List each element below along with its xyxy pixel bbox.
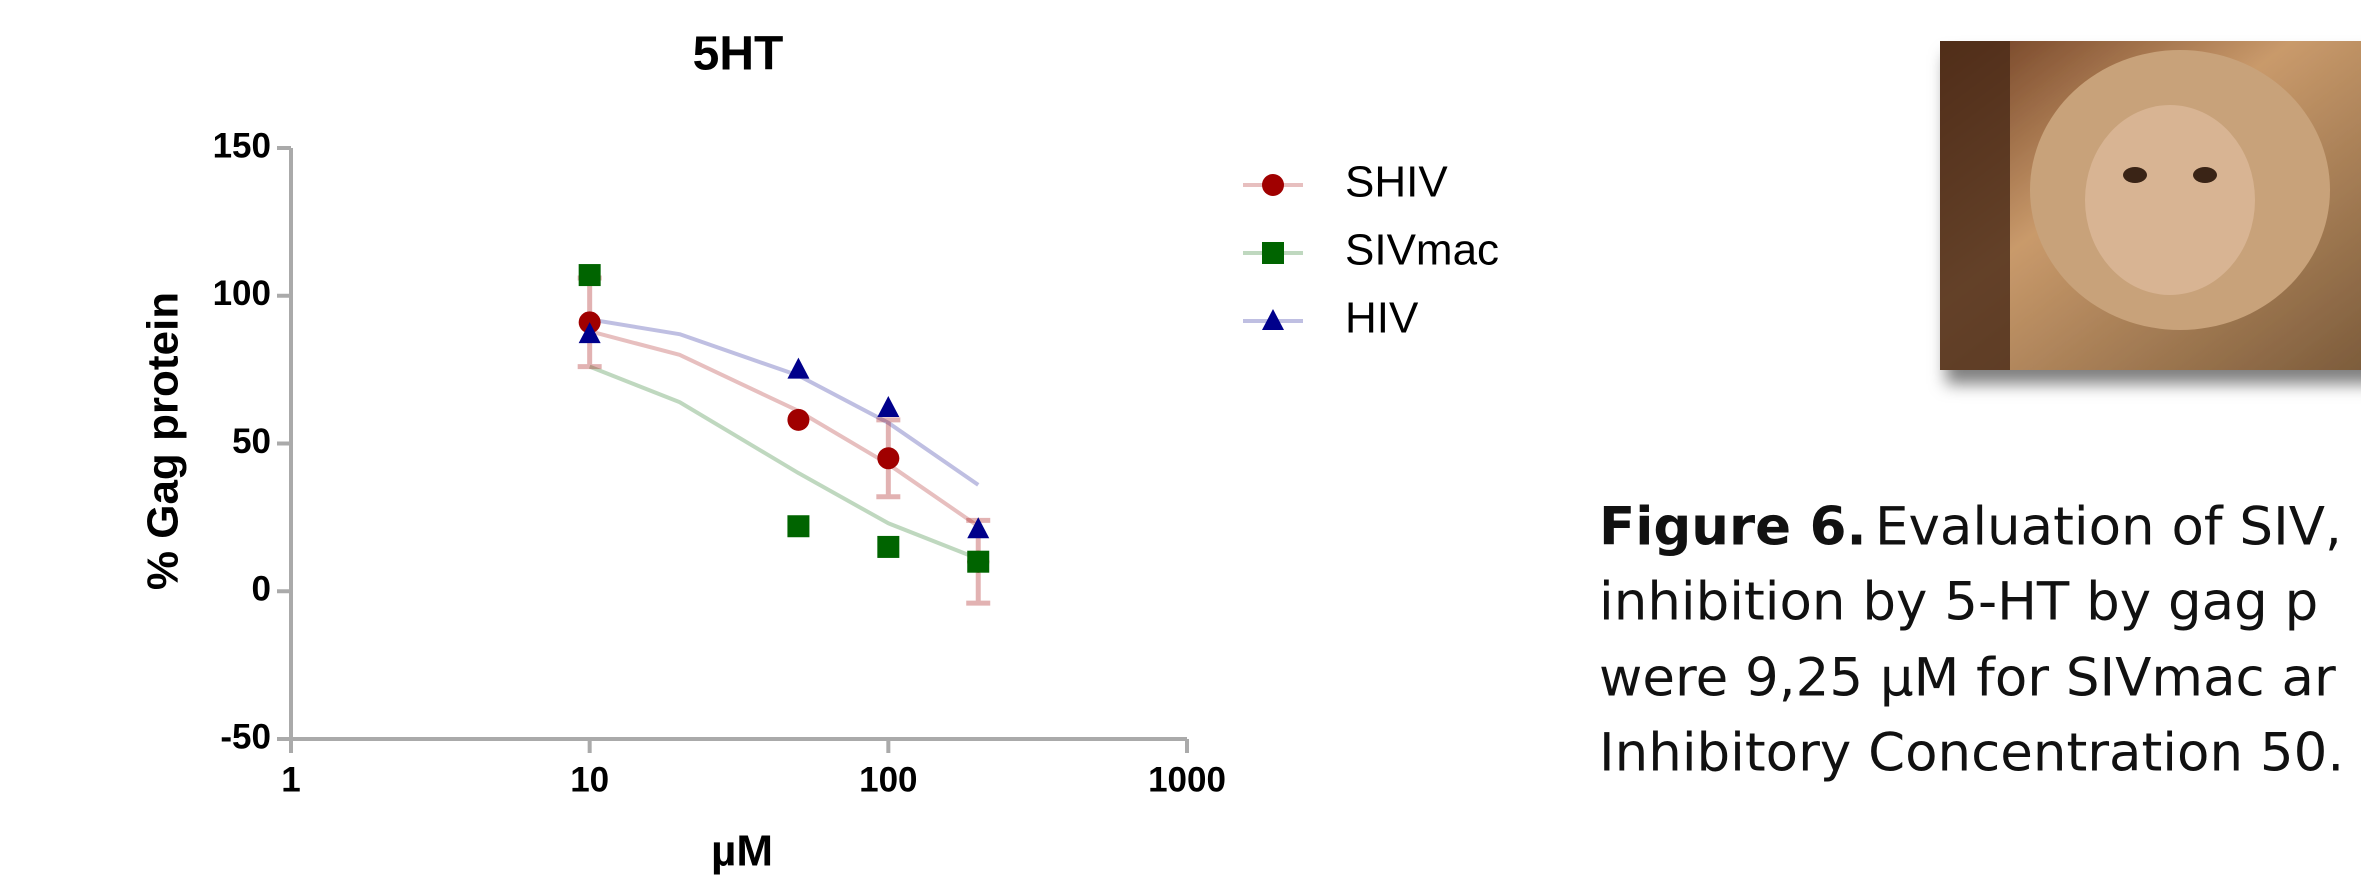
- legend-marker: [1262, 309, 1284, 330]
- point: [967, 517, 990, 539]
- legend-label: SHIV: [1345, 158, 1448, 207]
- y-tick-label: -50: [220, 717, 271, 756]
- point: [877, 447, 900, 470]
- point: [578, 264, 601, 287]
- caption-label: Figure 6.: [1599, 497, 1867, 558]
- point: [787, 408, 810, 431]
- legend-marker: [1262, 242, 1284, 264]
- point: [787, 515, 810, 538]
- chart-title: 5HT: [693, 28, 784, 81]
- point: [578, 322, 601, 344]
- x-tick-label: 10: [570, 760, 609, 799]
- caption-line: Inhibitory Concentration 50.: [1599, 723, 2344, 784]
- fit-curve: [588, 364, 979, 561]
- legend-label: SIVmac: [1345, 226, 1499, 275]
- y-tick-label: 150: [213, 126, 271, 165]
- y-tick-label: 0: [252, 570, 271, 609]
- y-tick-label: 50: [232, 422, 271, 461]
- x-tick-label: 1: [281, 760, 300, 799]
- point: [967, 550, 990, 573]
- photo: [1940, 41, 2361, 370]
- legend-label: HIV: [1345, 294, 1419, 343]
- legend-marker: [1262, 174, 1284, 196]
- x-axis-label: µM: [711, 827, 773, 876]
- x-tick-label: 1000: [1148, 760, 1226, 799]
- point: [787, 357, 810, 379]
- fit-curve: [589, 329, 980, 528]
- point: [877, 535, 900, 558]
- y-tick-label: 100: [213, 274, 271, 313]
- caption-line: inhibition by 5-HT by gag p: [1599, 572, 2318, 633]
- point: [877, 396, 900, 418]
- caption-line: were 9,25 µM for SIVmac ar: [1599, 648, 2336, 709]
- y-axis-label: % Gag protein: [139, 292, 188, 590]
- caption-line: Evaluation of SIV,: [1875, 497, 2342, 558]
- x-tick-label: 100: [859, 760, 917, 799]
